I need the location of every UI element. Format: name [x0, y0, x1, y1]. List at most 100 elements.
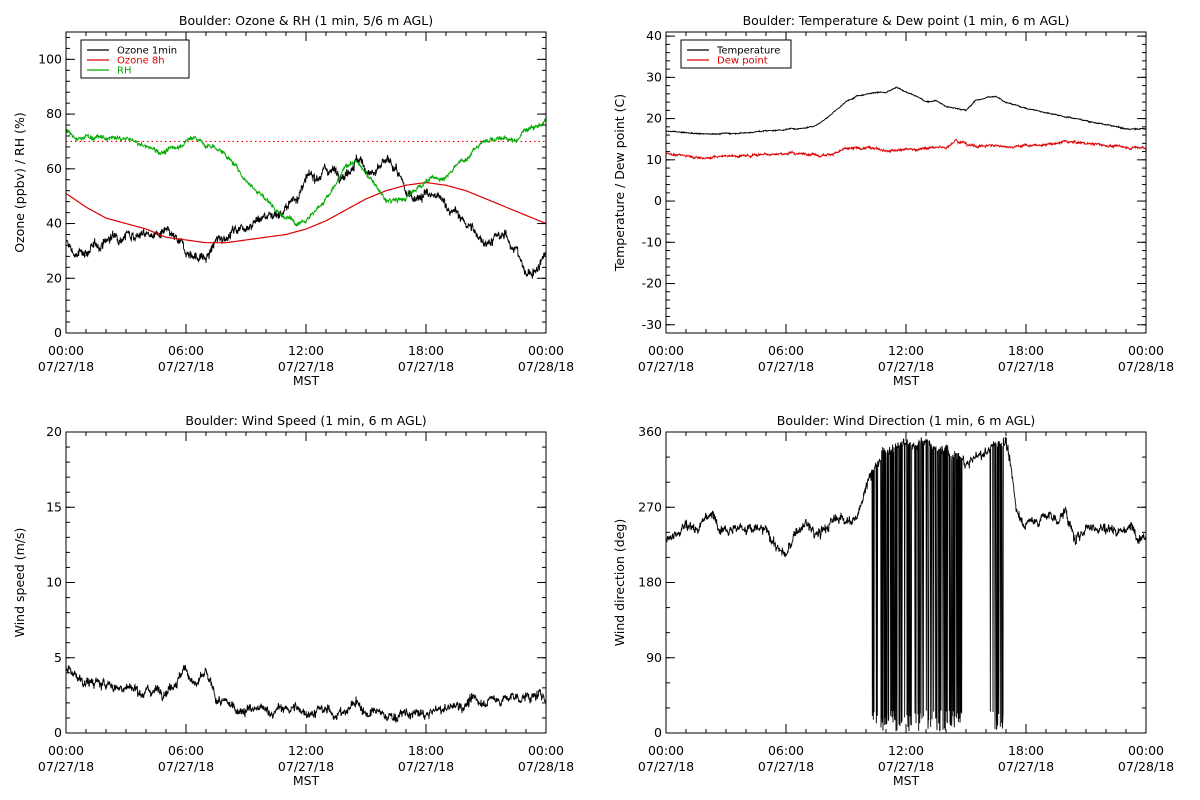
- y-tick-label: 40: [46, 216, 62, 231]
- x-axis-label: MST: [893, 773, 920, 788]
- legend-entry: Ozone 1min: [117, 46, 177, 57]
- x-tick-date-label: 07/28/18: [1118, 359, 1174, 374]
- x-tick-label: 06:00: [768, 343, 804, 358]
- chart-title: Boulder: Wind Speed (1 min, 6 m AGL): [185, 413, 426, 428]
- x-tick-label: 12:00: [288, 343, 324, 358]
- x-tick-label: 06:00: [168, 343, 204, 358]
- y-tick-label: 10: [46, 575, 62, 590]
- legend-entry: Ozone 8h: [117, 56, 165, 67]
- y-tick-label: 20: [46, 270, 62, 285]
- y-tick-label: 15: [46, 499, 62, 514]
- y-tick-label: -30: [642, 317, 662, 332]
- x-tick-label: 12:00: [888, 343, 924, 358]
- chart-temp-dew: Boulder: Temperature & Dew point (1 min,…: [612, 13, 1174, 388]
- x-tick-date-label: 07/27/18: [998, 359, 1054, 374]
- series-line-ozone-8h: [66, 181, 546, 244]
- x-tick-date-label: 07/27/18: [878, 759, 934, 774]
- y-tick-label: 90: [646, 650, 662, 665]
- x-tick-label: 00:00: [1128, 743, 1164, 758]
- x-tick-date-label: 07/27/18: [158, 359, 214, 374]
- x-tick-date-label: 07/27/18: [758, 359, 814, 374]
- y-tick-label: -20: [642, 276, 662, 291]
- chart-ozone-rh: Boulder: Ozone & RH (1 min, 5/6 m AGL) Oz…: [12, 13, 574, 388]
- x-tick-label: 00:00: [48, 743, 84, 758]
- y-axis-label: Temperature / Dew point (C): [612, 94, 627, 272]
- x-tick-date-label: 07/27/18: [638, 359, 694, 374]
- y-tick-label: 0: [54, 725, 62, 740]
- legend-entry: Temperature: [716, 46, 780, 57]
- series-line-rh: [66, 116, 546, 227]
- y-tick-label: 0: [654, 193, 662, 208]
- y-tick-label: 270: [638, 499, 662, 514]
- y-tick-label: 80: [46, 106, 62, 121]
- y-tick-label: 20: [646, 111, 662, 126]
- legend-entry: Dew point: [717, 56, 768, 67]
- chart-title: Boulder: Ozone & RH (1 min, 5/6 m AGL): [179, 13, 433, 28]
- x-tick-date-label: 07/27/18: [398, 359, 454, 374]
- x-tick-date-label: 07/27/18: [638, 759, 694, 774]
- y-tick-label: 360: [638, 424, 662, 439]
- series-line-temperature: [666, 86, 1146, 136]
- plot-frame: [65, 431, 547, 734]
- x-tick-label: 00:00: [1128, 343, 1164, 358]
- x-tick-date-label: 07/28/18: [518, 759, 574, 774]
- y-tick-label: 100: [38, 51, 62, 66]
- y-tick-label: 0: [54, 325, 62, 340]
- y-axis-label: Wind speed (m/s): [12, 528, 27, 638]
- x-tick-label: 12:00: [888, 743, 924, 758]
- x-tick-date-label: 07/27/18: [278, 759, 334, 774]
- x-tick-label: 12:00: [288, 743, 324, 758]
- series-line-ozone-1min: [66, 154, 546, 279]
- x-tick-date-label: 07/27/18: [998, 759, 1054, 774]
- chart-title: Boulder: Wind Direction (1 min, 6 m AGL): [777, 413, 1035, 428]
- y-tick-label: 40: [646, 28, 662, 43]
- x-tick-label: 06:00: [168, 743, 204, 758]
- x-tick-date-label: 07/28/18: [518, 359, 574, 374]
- x-axis-label: MST: [293, 373, 320, 388]
- x-tick-date-label: 07/28/18: [1118, 759, 1174, 774]
- x-tick-date-label: 07/27/18: [878, 359, 934, 374]
- y-tick-label: 10: [646, 152, 662, 167]
- x-tick-label: 00:00: [648, 743, 684, 758]
- y-tick-label: 5: [54, 650, 62, 665]
- y-tick-label: 20: [46, 424, 62, 439]
- x-axis-label: MST: [293, 773, 320, 788]
- x-tick-label: 00:00: [528, 343, 564, 358]
- x-tick-label: 18:00: [1008, 343, 1044, 358]
- x-tick-date-label: 07/27/18: [758, 759, 814, 774]
- y-tick-label: 0: [654, 725, 662, 740]
- y-tick-label: 180: [638, 575, 662, 590]
- x-tick-label: 18:00: [1008, 743, 1044, 758]
- chart-wind-speed: Boulder: Wind Speed (1 min, 6 m AGL) Wind…: [12, 413, 574, 788]
- plot-frame: [665, 431, 1147, 734]
- y-tick-label: 60: [46, 161, 62, 176]
- y-tick-label: -10: [642, 234, 662, 249]
- x-tick-label: 18:00: [408, 743, 444, 758]
- x-tick-date-label: 07/27/18: [278, 359, 334, 374]
- x-axis-label: MST: [893, 373, 920, 388]
- legend-entry: RH: [117, 66, 131, 77]
- x-tick-label: 00:00: [648, 343, 684, 358]
- legend-box: [80, 39, 190, 79]
- legend-box: [680, 39, 792, 69]
- x-tick-label: 06:00: [768, 743, 804, 758]
- x-tick-date-label: 07/27/18: [158, 759, 214, 774]
- series-line-dew-point: [666, 138, 1146, 161]
- plot-frame: [665, 31, 1147, 334]
- x-tick-label: 00:00: [528, 743, 564, 758]
- chart-title: Boulder: Temperature & Dew point (1 min,…: [743, 13, 1070, 28]
- x-tick-date-label: 07/27/18: [38, 359, 94, 374]
- x-tick-date-label: 07/27/18: [398, 759, 454, 774]
- x-tick-label: 18:00: [408, 343, 444, 358]
- chart-wind-direction: Boulder: Wind Direction (1 min, 6 m AGL)…: [612, 413, 1174, 788]
- x-tick-label: 00:00: [48, 343, 84, 358]
- x-tick-date-label: 07/27/18: [38, 759, 94, 774]
- series-line-0: [666, 437, 1146, 732]
- series-line-0: [66, 664, 546, 723]
- y-tick-label: 30: [646, 69, 662, 84]
- y-axis-label: Wind direction (deg): [612, 519, 627, 646]
- y-axis-label: Ozone (ppbv) / RH (%): [12, 112, 27, 252]
